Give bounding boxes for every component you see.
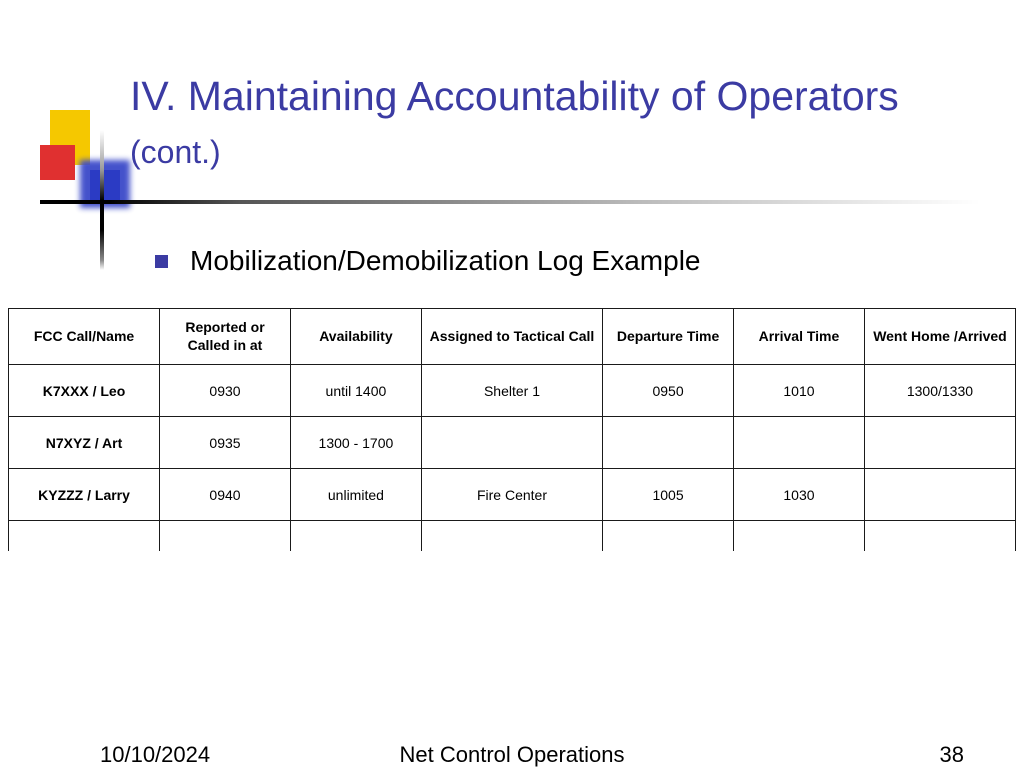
- table-header-cell: FCC Call/Name: [9, 309, 160, 365]
- table-cell: K7XXX / Leo: [9, 365, 160, 417]
- slide-title-main: IV. Maintaining Accountability of Operat…: [130, 73, 899, 119]
- table-cell: 1300 - 1700: [290, 417, 421, 469]
- table-cell: 0930: [160, 365, 291, 417]
- table-cell: 0940: [160, 469, 291, 521]
- table-cell: 0935: [160, 417, 291, 469]
- table-cell: 1010: [734, 365, 865, 417]
- table-cell: [421, 521, 602, 551]
- table-cell: KYZZZ / Larry: [9, 469, 160, 521]
- table-cell: [864, 521, 1015, 551]
- table-cell: [864, 469, 1015, 521]
- footer-date: 10/10/2024: [100, 742, 210, 768]
- table-header-cell: Reported or Called in at: [160, 309, 291, 365]
- deco-horizontal-line: [40, 200, 980, 204]
- corner-graphic: [40, 110, 130, 210]
- table-row: KYZZZ / Larry0940unlimitedFire Center100…: [9, 469, 1016, 521]
- table-header-cell: Departure Time: [603, 309, 734, 365]
- table-row: [9, 521, 1016, 551]
- table-cell: Shelter 1: [421, 365, 602, 417]
- table-cell: [290, 521, 421, 551]
- table-cell: [734, 417, 865, 469]
- table-row: N7XYZ / Art09351300 - 1700: [9, 417, 1016, 469]
- slide-title-cont: (cont.): [130, 134, 221, 170]
- bullet-square-icon: [155, 255, 168, 268]
- table-cell: unlimited: [290, 469, 421, 521]
- slide-title: IV. Maintaining Accountability of Operat…: [130, 70, 930, 177]
- table-cell: [603, 521, 734, 551]
- table-cell: N7XYZ / Art: [9, 417, 160, 469]
- table-cell: until 1400: [290, 365, 421, 417]
- slide: IV. Maintaining Accountability of Operat…: [0, 0, 1024, 768]
- table-header-cell: Assigned to Tactical Call: [421, 309, 602, 365]
- deco-square-red: [40, 145, 75, 180]
- table-cell: 0950: [603, 365, 734, 417]
- table-cell: [421, 417, 602, 469]
- table-cell: [160, 521, 291, 551]
- bullet-text: Mobilization/Demobilization Log Example: [190, 245, 700, 277]
- log-table-container: FCC Call/NameReported or Called in atAva…: [8, 308, 1016, 551]
- table-cell: [864, 417, 1015, 469]
- table-cell: [603, 417, 734, 469]
- deco-square-blue: [90, 170, 120, 200]
- log-table: FCC Call/NameReported or Called in atAva…: [8, 308, 1016, 551]
- table-cell: [734, 521, 865, 551]
- table-cell: 1030: [734, 469, 865, 521]
- table-header-cell: Went Home /Arrived: [864, 309, 1015, 365]
- table-row: K7XXX / Leo0930until 1400Shelter 1095010…: [9, 365, 1016, 417]
- table-cell: 1300/1330: [864, 365, 1015, 417]
- bullet-row: Mobilization/Demobilization Log Example: [155, 245, 700, 277]
- table-cell: 1005: [603, 469, 734, 521]
- footer-page-number: 38: [940, 742, 964, 768]
- table-header-row: FCC Call/NameReported or Called in atAva…: [9, 309, 1016, 365]
- table-header-cell: Availability: [290, 309, 421, 365]
- table-cell: [9, 521, 160, 551]
- table-header-cell: Arrival Time: [734, 309, 865, 365]
- table-cell: Fire Center: [421, 469, 602, 521]
